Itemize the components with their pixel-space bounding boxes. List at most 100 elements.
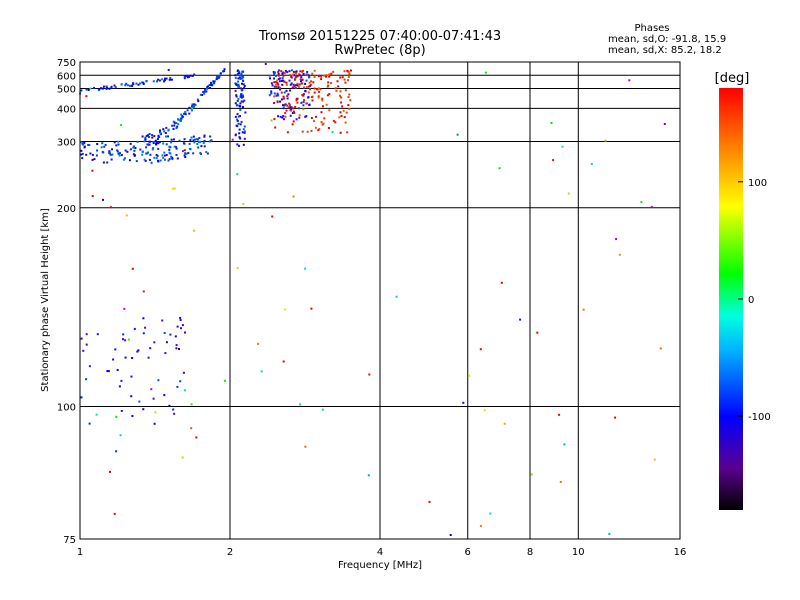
- data-point: [117, 143, 120, 146]
- data-point: [205, 90, 208, 93]
- data-point: [123, 307, 126, 310]
- data-point: [190, 403, 193, 406]
- data-point: [206, 152, 209, 155]
- data-point: [93, 86, 95, 89]
- data-point: [101, 150, 104, 153]
- data-point: [274, 126, 277, 129]
- data-point: [317, 75, 320, 78]
- data-point: [193, 103, 196, 106]
- data-point: [200, 153, 202, 155]
- data-point: [102, 198, 104, 201]
- data-point: [344, 81, 347, 84]
- data-point: [145, 146, 148, 149]
- data-point: [153, 156, 156, 159]
- data-point: [152, 147, 155, 150]
- data-point: [106, 86, 108, 89]
- data-point: [293, 112, 296, 114]
- data-point: [244, 111, 247, 114]
- data-point: [282, 104, 284, 107]
- data-point: [172, 128, 175, 130]
- data-point: [264, 63, 267, 65]
- data-point: [456, 133, 459, 136]
- data-point: [239, 123, 242, 126]
- data-point: [149, 153, 152, 156]
- data-point: [235, 124, 238, 127]
- data-point: [150, 388, 153, 391]
- data-point: [167, 159, 170, 162]
- data-point: [237, 85, 240, 88]
- data-point: [81, 152, 84, 155]
- data-point: [484, 71, 487, 74]
- data-point: [650, 205, 653, 208]
- data-point: [308, 76, 311, 78]
- data-point: [274, 71, 276, 74]
- data-point: [169, 152, 172, 155]
- data-point: [88, 422, 91, 425]
- data-point: [317, 95, 320, 98]
- data-point: [293, 71, 296, 73]
- data-point: [659, 347, 662, 350]
- data-point: [172, 408, 175, 411]
- data-point: [299, 78, 302, 81]
- data-point: [302, 93, 305, 96]
- data-point: [312, 81, 315, 84]
- data-point: [175, 145, 177, 148]
- data-point: [120, 409, 123, 412]
- data-point: [293, 78, 296, 81]
- data-point: [124, 149, 127, 152]
- data-point: [280, 70, 283, 73]
- data-point: [195, 138, 198, 140]
- data-point: [108, 150, 111, 153]
- data-point: [339, 76, 342, 79]
- data-point: [180, 113, 183, 116]
- data-point: [87, 89, 90, 91]
- data-point: [175, 147, 178, 150]
- data-point: [306, 130, 309, 133]
- data-point: [165, 154, 168, 156]
- data-point: [151, 134, 154, 137]
- data-point: [276, 79, 279, 82]
- data-point: [163, 394, 166, 397]
- data-point: [109, 153, 112, 156]
- data-point: [144, 138, 147, 141]
- data-point: [285, 109, 288, 112]
- data-point: [80, 396, 83, 399]
- data-point: [343, 70, 346, 73]
- data-point: [483, 409, 486, 412]
- data-point: [114, 348, 117, 351]
- data-point: [320, 111, 323, 114]
- data-point: [83, 146, 86, 149]
- data-point: [197, 141, 200, 144]
- data-point: [209, 86, 211, 89]
- data-point: [183, 149, 186, 152]
- data-point: [188, 112, 191, 115]
- data-point: [136, 140, 139, 143]
- data-point: [498, 167, 501, 170]
- data-point: [172, 138, 175, 141]
- data-point: [105, 88, 108, 90]
- data-point: [339, 94, 341, 97]
- data-point: [143, 158, 146, 161]
- data-point: [349, 99, 352, 102]
- data-point: [106, 370, 109, 372]
- data-point: [128, 159, 131, 162]
- data-point: [322, 122, 325, 125]
- data-point: [176, 157, 179, 160]
- data-point: [158, 79, 161, 82]
- data-point: [203, 135, 206, 138]
- data-point: [128, 84, 131, 87]
- data-point: [240, 95, 243, 98]
- data-point: [270, 92, 273, 95]
- data-point: [291, 73, 294, 76]
- data-point: [277, 74, 280, 77]
- data-point: [131, 415, 134, 417]
- data-point: [236, 119, 239, 122]
- data-point: [237, 69, 239, 72]
- data-point: [200, 145, 203, 148]
- data-point: [80, 153, 83, 156]
- data-point: [286, 71, 289, 74]
- x-axis-label: Frequency [MHz]: [338, 560, 422, 571]
- data-point: [302, 72, 305, 75]
- data-point: [302, 104, 305, 107]
- data-point: [330, 72, 333, 75]
